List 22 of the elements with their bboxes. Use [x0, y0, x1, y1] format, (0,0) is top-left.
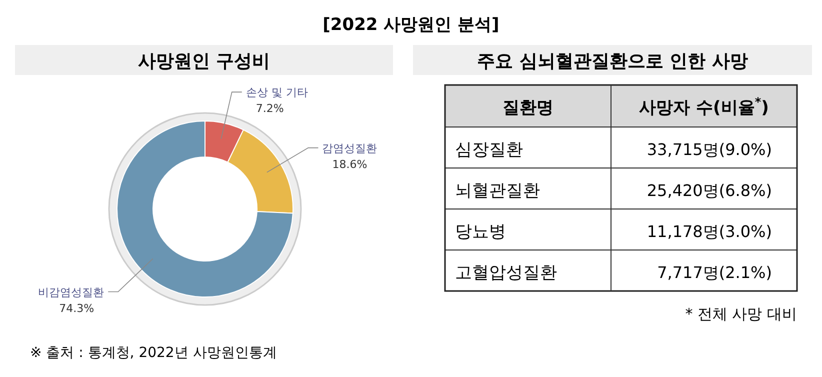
slice-label: 손상 및 기타 — [246, 86, 308, 100]
category-label: 사망자 수(비율$^{*}$) — [639, 95, 769, 118]
category-label: 심장질환 — [455, 140, 523, 160]
category-label: 뇌혈관질환 — [455, 181, 540, 201]
text: 7,717명(2.1%) — [657, 263, 772, 282]
category-label: 당뇨병 — [455, 222, 506, 242]
chart-subtitle: 사망원인 구성비 — [138, 51, 270, 72]
data-label: 7.2% — [256, 102, 284, 116]
category-label: 질환명 — [502, 98, 554, 118]
text: [2022 사망원인 분석] — [322, 15, 500, 35]
text: * 전체 사망 대비 — [685, 305, 797, 323]
slice-label: 비감염성질환 — [38, 286, 104, 299]
text: 11,178명(3.0%) — [646, 222, 772, 241]
text: 33,715명(9.0%) — [646, 140, 772, 159]
text: 25,420명(6.8%) — [646, 181, 772, 200]
donut-slice — [116, 120, 294, 298]
data-label: 74.3% — [59, 302, 94, 315]
text: 주요 심뇌혈관질환으로 인한 사망 — [477, 51, 748, 72]
slice-label: 감염성질환 — [322, 142, 378, 155]
data-label: 18.6% — [332, 158, 368, 171]
text: ※ 출처 : 통계청, 2022년 사망원인통계 — [30, 345, 277, 361]
category-label: 고혈압성질환 — [455, 263, 557, 283]
